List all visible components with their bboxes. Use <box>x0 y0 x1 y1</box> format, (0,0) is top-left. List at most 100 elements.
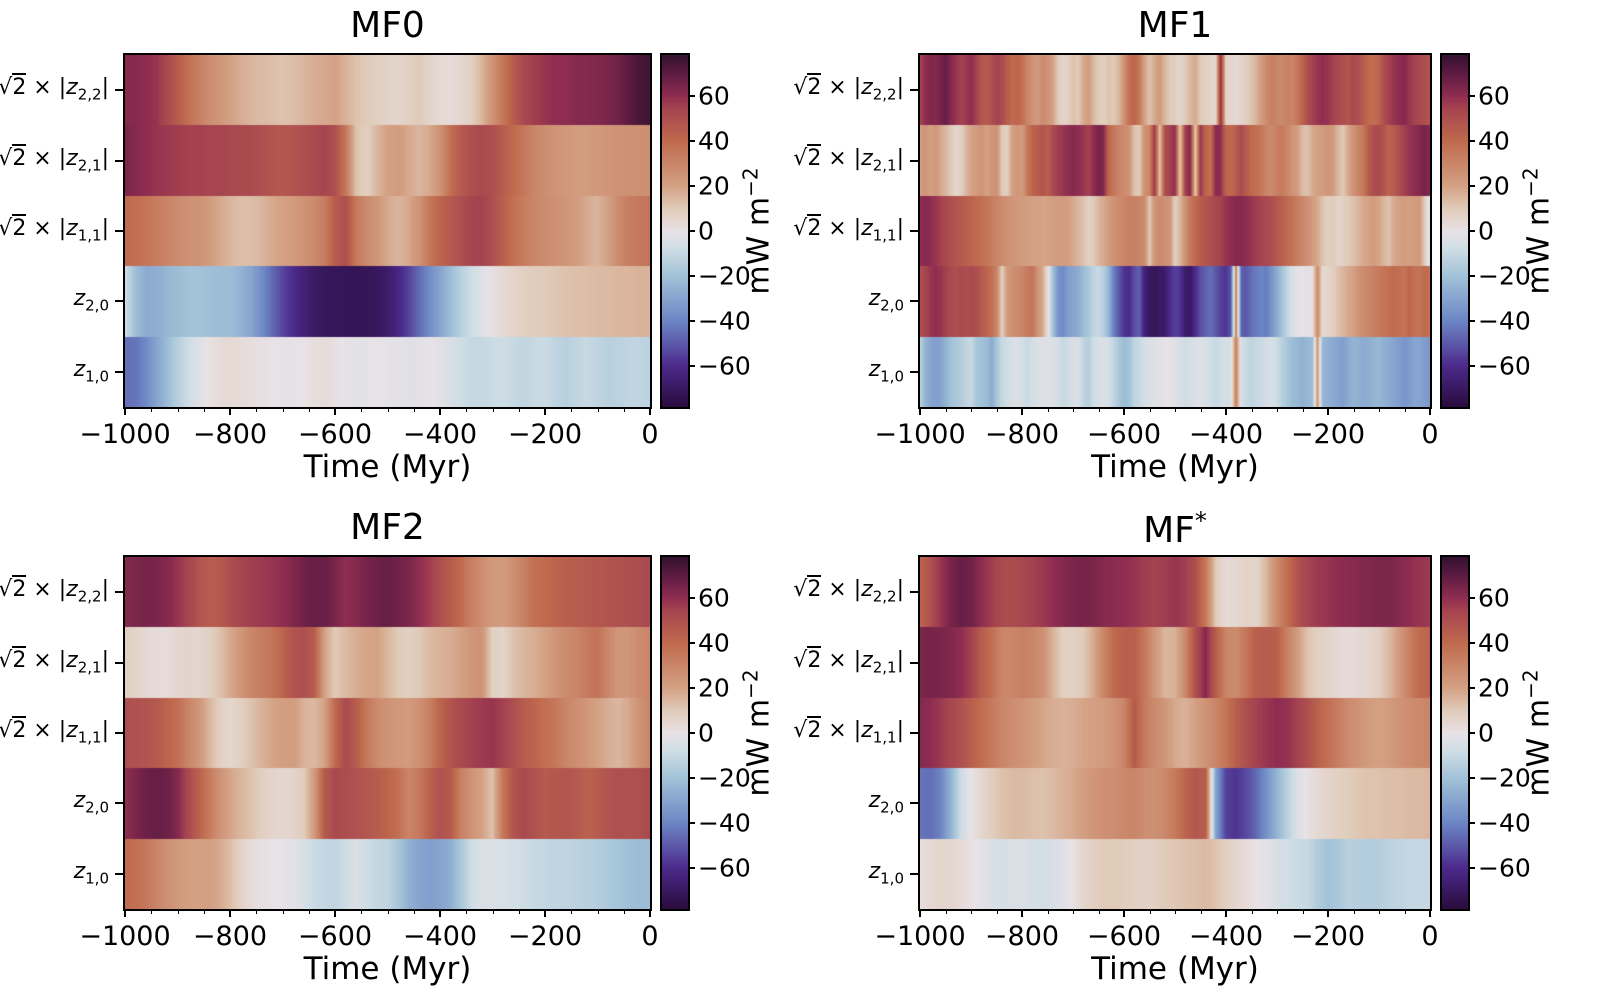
x-minor-tick <box>360 909 362 914</box>
label-segment: | <box>896 216 904 241</box>
x-tick-label: −1000 <box>874 921 966 952</box>
colorbar-tick-label: 20 <box>1478 171 1510 201</box>
label-segment: × | <box>821 146 862 171</box>
label-segment: 2 <box>807 214 822 241</box>
heatmap-canvas <box>125 557 650 909</box>
colorbar-canvas <box>662 55 688 407</box>
label-segment: √ <box>0 648 13 673</box>
x-tick-label: −400 <box>402 419 478 450</box>
x-minor-tick <box>413 407 415 412</box>
label-segment: 2 <box>12 575 27 602</box>
label-segment: 1,1 <box>77 226 102 245</box>
label-segment: | <box>101 75 109 100</box>
x-tick-label: −400 <box>402 921 478 952</box>
x-tick-label: −1000 <box>874 419 966 450</box>
colorbar-tick-label: −40 <box>1478 306 1531 336</box>
colorbar-tick <box>688 365 695 367</box>
x-minor-tick <box>177 909 179 914</box>
y-tick <box>115 300 123 302</box>
label-segment: √ <box>793 75 808 100</box>
y-axis-row-label: √2 × |z2,1| <box>0 646 109 678</box>
x-axis-label: Time (Myr) <box>1091 449 1259 485</box>
x-minor-tick <box>282 407 284 412</box>
x-minor-tick <box>945 407 947 412</box>
x-minor-tick <box>255 909 257 914</box>
x-minor-tick <box>996 407 998 412</box>
label-segment: mW m <box>742 196 778 295</box>
x-tick-label: 0 <box>1421 921 1439 952</box>
label-segment: × | <box>821 718 862 743</box>
x-tick-label: −200 <box>1290 419 1366 450</box>
colorbar-label: mW m−2 <box>739 669 777 796</box>
x-minor-tick <box>413 909 415 914</box>
x-tick <box>1123 407 1125 415</box>
x-minor-tick <box>570 407 572 412</box>
colorbar-canvas <box>1442 55 1468 407</box>
x-tick-label: −600 <box>1086 419 1162 450</box>
x-minor-tick <box>1404 909 1406 914</box>
colorbar-tick-label: 20 <box>698 673 730 703</box>
label-segment: 1,0 <box>880 367 904 386</box>
label-segment: MF2 <box>350 507 425 548</box>
y-tick <box>115 160 123 162</box>
colorbar-label: mW m−2 <box>739 167 777 294</box>
colorbar-tick <box>688 642 695 644</box>
colorbar-tick <box>688 867 695 869</box>
label-segment: × | <box>821 216 862 241</box>
colorbar-label-wrap: mW m−2 <box>736 55 780 407</box>
x-minor-tick <box>970 909 972 914</box>
x-tick-label: −600 <box>297 921 373 952</box>
colorbar-tick <box>688 140 695 142</box>
label-segment: √ <box>793 146 808 171</box>
x-tick <box>1327 909 1329 917</box>
heatmap-frame <box>123 53 652 409</box>
label-segment: −2 <box>739 167 764 197</box>
colorbar-tick-label: −60 <box>1478 853 1531 883</box>
colorbar-tick-label: 20 <box>1478 673 1510 703</box>
y-axis-row-label: z1,0 <box>778 859 904 889</box>
label-segment: z <box>861 146 873 171</box>
label-segment: −2 <box>739 669 764 699</box>
y-axis-row-label: √2 × |z1,1| <box>778 716 904 748</box>
x-minor-tick <box>1302 407 1304 412</box>
colorbar-frame <box>660 53 690 409</box>
colorbar-tick <box>1468 275 1475 277</box>
label-segment: √ <box>793 577 808 602</box>
label-segment: MF1 <box>1137 5 1213 46</box>
label-segment: mW m <box>742 698 778 797</box>
label-segment: × | <box>26 216 67 241</box>
x-tick <box>544 407 546 415</box>
label-segment: 1,0 <box>85 367 109 386</box>
label-segment: | <box>101 648 109 673</box>
label-segment: × | <box>26 146 67 171</box>
y-tick <box>115 591 123 593</box>
label-segment: 2 <box>807 716 822 743</box>
x-tick <box>124 407 126 415</box>
x-minor-tick <box>1404 407 1406 412</box>
x-minor-tick <box>623 407 625 412</box>
label-segment: √ <box>793 648 808 673</box>
heatmap-canvas <box>920 557 1430 909</box>
label-segment: 2,1 <box>77 156 102 175</box>
x-tick <box>1021 909 1023 917</box>
label-segment: MF0 <box>350 5 425 46</box>
y-tick <box>910 371 918 373</box>
x-tick-label: −800 <box>984 921 1060 952</box>
x-minor-tick <box>1353 407 1355 412</box>
heatmap-frame <box>918 53 1432 409</box>
label-segment: z <box>861 75 873 100</box>
label-segment: 1,0 <box>85 869 109 888</box>
x-minor-tick <box>1353 909 1355 914</box>
label-segment: 2,2 <box>77 587 102 606</box>
x-minor-tick <box>1047 407 1049 412</box>
heatmap-frame <box>918 555 1432 911</box>
x-minor-tick <box>1276 909 1278 914</box>
y-axis-row-label: √2 × |z2,2| <box>0 73 109 105</box>
x-tick-label: −1000 <box>79 921 171 952</box>
y-axis-row-label: z2,0 <box>778 286 904 316</box>
x-tick-label: −600 <box>1086 921 1162 952</box>
label-segment: 2 <box>807 575 822 602</box>
label-segment: × | <box>26 648 67 673</box>
label-segment: 2,0 <box>880 296 904 315</box>
label-segment: 2 <box>12 214 27 241</box>
